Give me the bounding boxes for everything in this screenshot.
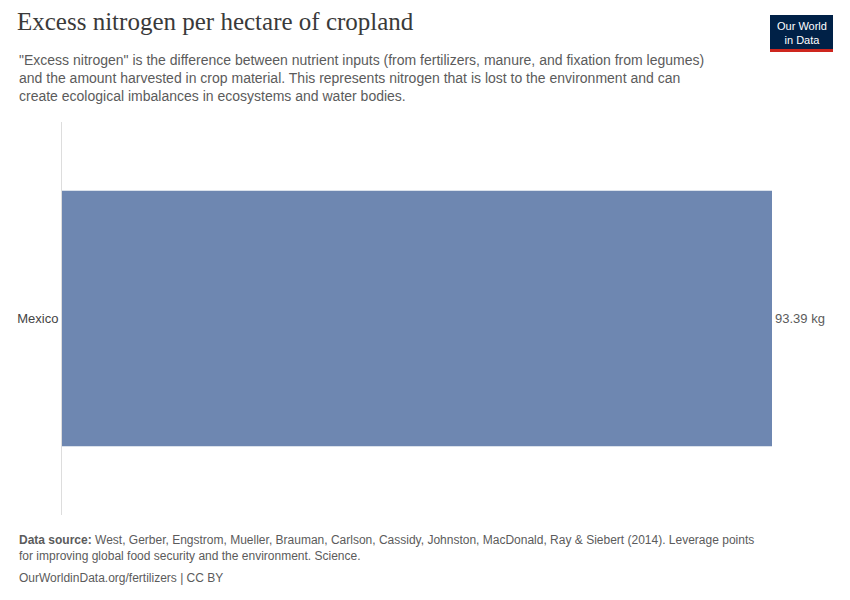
svg-text:"Excess nitrogen" is the diffe: "Excess nitrogen" is the difference betw… <box>19 52 704 104</box>
svg-text:OurWorldinData.org/fertilizers: OurWorldinData.org/fertilizers | CC BY <box>19 571 223 585</box>
svg-text:Data source: West, Gerber, Eng: Data source: West, Gerber, Engstrom, Mue… <box>19 533 754 563</box>
svg-text:Mexico: Mexico <box>17 311 58 326</box>
svg-text:93.39 kg: 93.39 kg <box>775 311 825 326</box>
svg-text:Our Worldin Data: Our Worldin Data <box>777 20 827 46</box>
svg-text:Excess nitrogen per hectare of: Excess nitrogen per hectare of cropland <box>17 8 414 35</box>
